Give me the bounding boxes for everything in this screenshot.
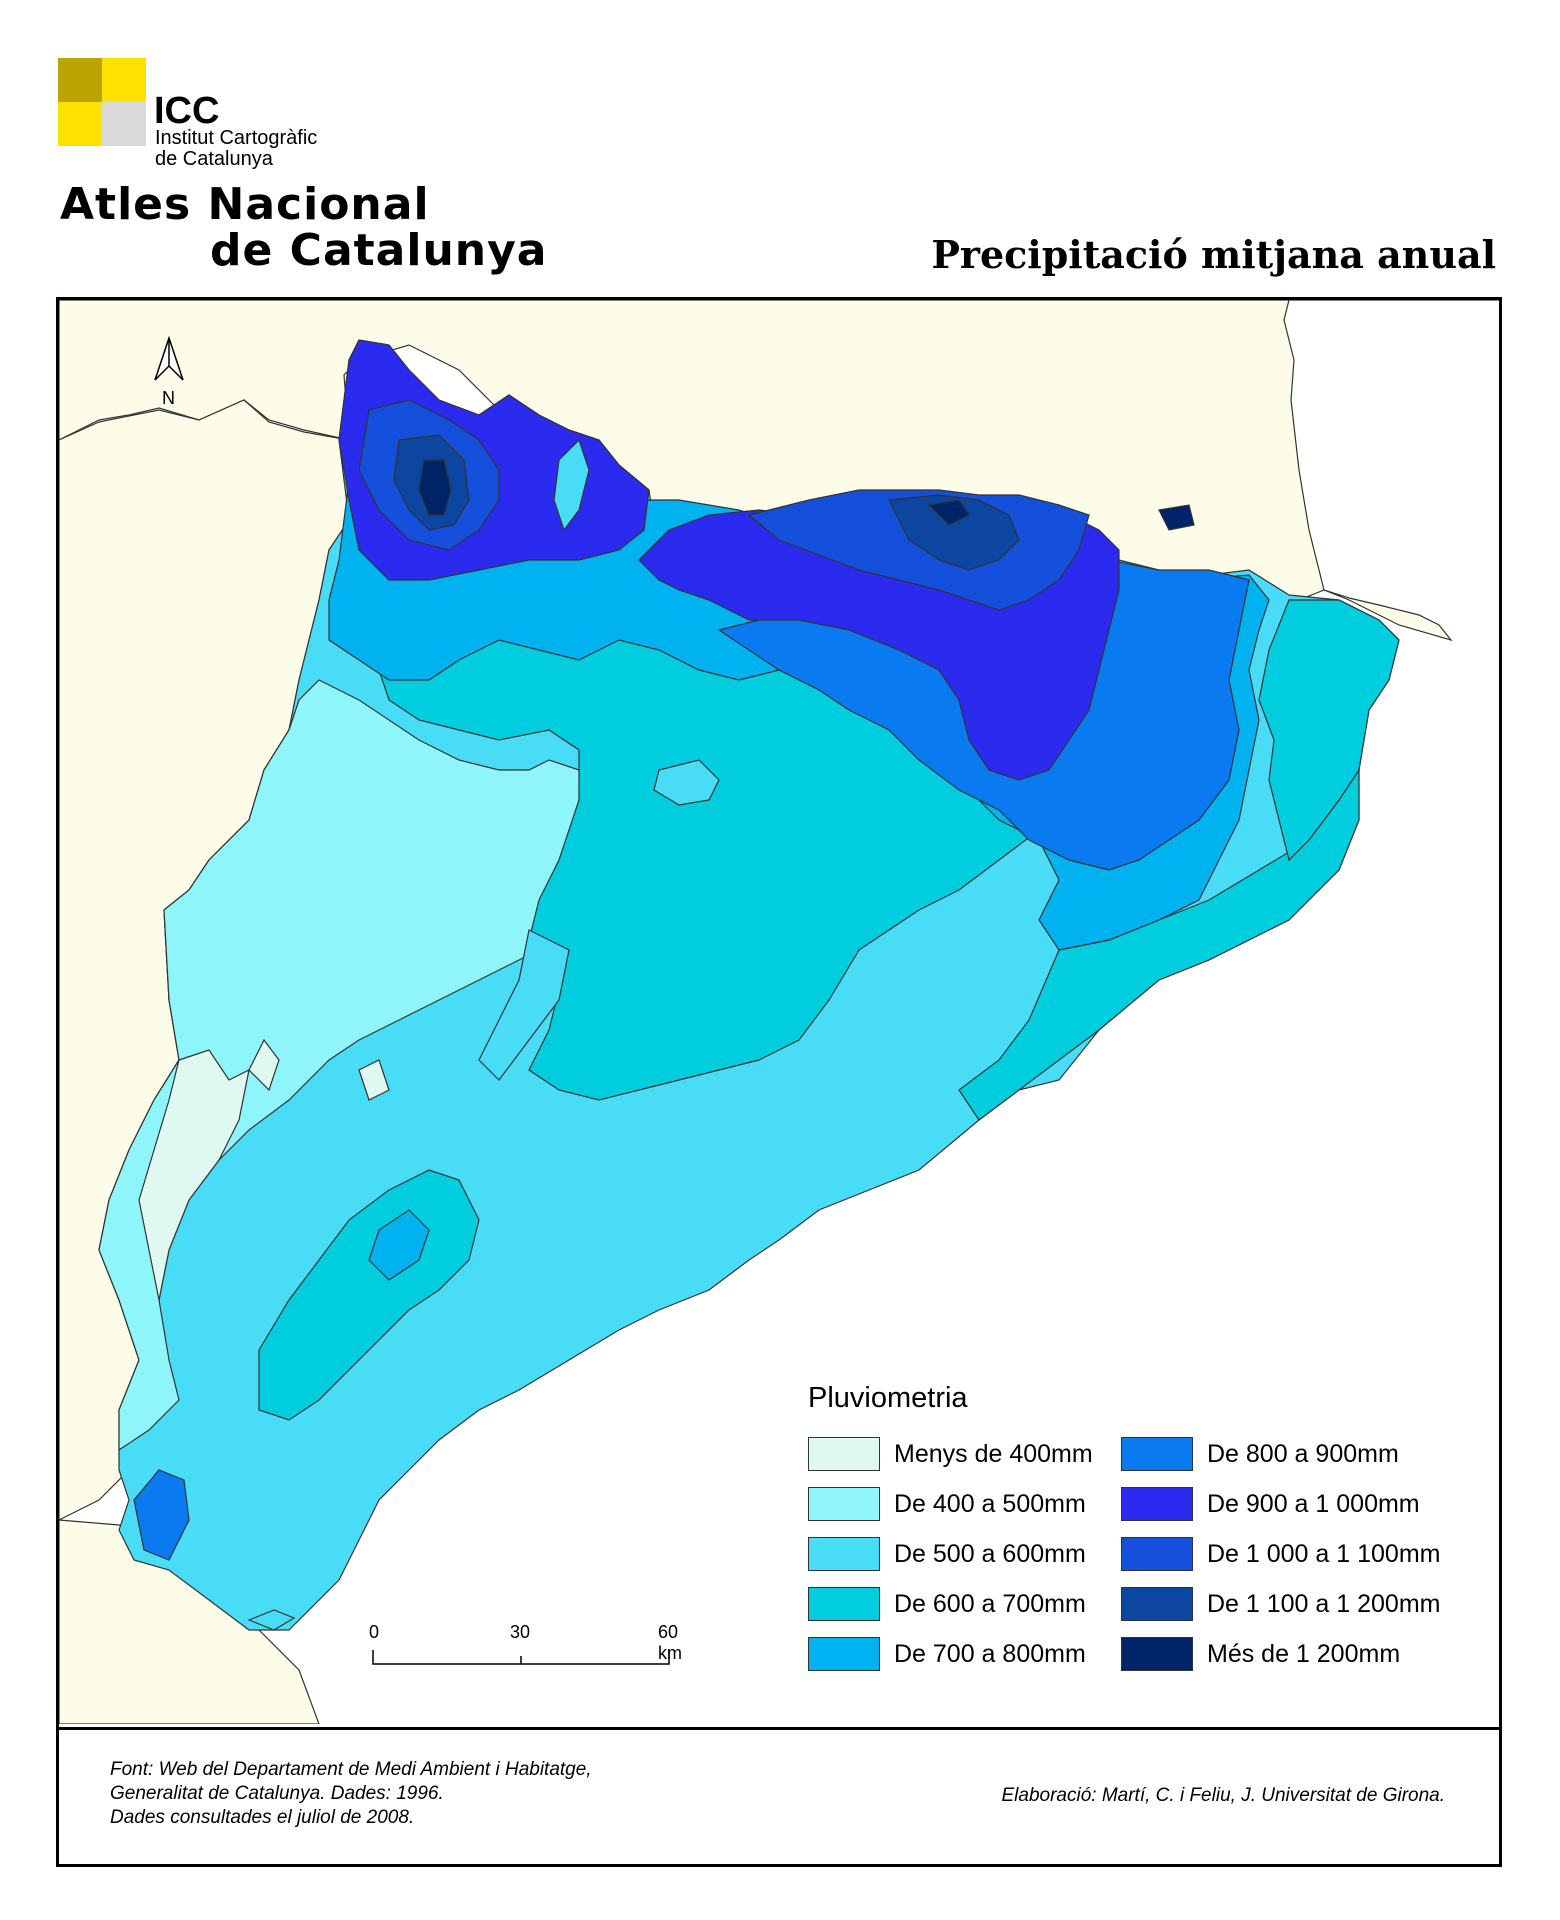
- region-above-1200: [927, 499, 970, 526]
- source-credits: Font: Web del Departament de Medi Ambien…: [110, 1758, 592, 1830]
- region-600-700: [1258, 599, 1400, 862]
- source-line: Generalitat de Catalunya. Dades: 1996.: [110, 1783, 444, 1804]
- atlas-title-line2: de Catalunya: [210, 225, 548, 276]
- region-500-600: [478, 929, 570, 1081]
- legend-swatch: [1121, 1637, 1193, 1671]
- region-above-1200: [1158, 504, 1195, 531]
- legend-swatch: [808, 1437, 880, 1471]
- legend-label: De 1 100 a 1 200mm: [1207, 1589, 1441, 1618]
- atlas-title-line1: Atles Nacional: [60, 179, 430, 230]
- legend-swatch: [808, 1537, 880, 1571]
- author-credits: Elaboració: Martí, C. i Feliu, J. Univer…: [1001, 1785, 1446, 1806]
- institution-name-line2: de Catalunya: [155, 148, 273, 170]
- legend-item: De 900 a 1 000mm: [1121, 1485, 1420, 1523]
- north-label: N: [162, 388, 175, 408]
- legend-swatch: [1121, 1437, 1193, 1471]
- region-above-1200: [418, 459, 452, 516]
- legend-label: De 900 a 1 000mm: [1207, 1489, 1420, 1518]
- icc-logo: [58, 58, 146, 146]
- legend-item: De 400 a 500mm: [808, 1485, 1086, 1523]
- region-800-900: [133, 1469, 190, 1561]
- logo-square: [58, 102, 102, 146]
- legend-item: De 1 100 a 1 200mm: [1121, 1585, 1440, 1623]
- precipitation-map: N: [59, 300, 1499, 1724]
- source-line: Dades consultades el juliol de 2008.: [110, 1807, 415, 1828]
- legend-swatch: [1121, 1587, 1193, 1621]
- institution-abbr: ICC: [154, 90, 220, 132]
- institution-name: Institut Cartogràfic de Catalunya: [155, 128, 317, 170]
- north-arrow: N: [154, 335, 184, 408]
- legend-item: De 700 a 800mm: [808, 1635, 1086, 1673]
- region-600-700: [958, 768, 1360, 1121]
- logo-square: [102, 102, 146, 146]
- legend-label: De 800 a 900mm: [1207, 1439, 1399, 1468]
- region-600-700: [553, 438, 590, 532]
- legend-title: Pluviometria: [808, 1382, 968, 1414]
- region-1100-1200: [888, 494, 1020, 571]
- institution-name-line1: Institut Cartogràfic: [155, 127, 318, 149]
- legend-swatch: [808, 1587, 880, 1621]
- scale-bar-line: [372, 1650, 670, 1665]
- legend-item: De 600 a 700mm: [808, 1585, 1086, 1623]
- legend-item: De 1 000 a 1 100mm: [1121, 1535, 1440, 1573]
- legend-swatch: [1121, 1487, 1193, 1521]
- scale-bar: 0 30 60 km: [369, 1622, 682, 1673]
- source-line: Font: Web del Departament de Medi Ambien…: [110, 1759, 592, 1780]
- region-below-400: [138, 1049, 250, 1301]
- region-below-400: [248, 1038, 280, 1092]
- legend-swatch: [808, 1487, 880, 1521]
- scale-tick-60: 60 km: [658, 1622, 682, 1663]
- legend-label: Més de 1 200mm: [1207, 1639, 1401, 1668]
- legend-item: Més de 1 200mm: [1121, 1635, 1400, 1673]
- legend-label: Menys de 400mm: [894, 1439, 1093, 1468]
- legend-item: De 800 a 900mm: [1121, 1435, 1399, 1473]
- region-700-800: [368, 1209, 430, 1281]
- map-frame: [56, 297, 1502, 1867]
- logo-square: [102, 58, 146, 102]
- frame-divider: [56, 1727, 1502, 1730]
- legend-label: De 500 a 600mm: [894, 1539, 1086, 1568]
- legend-item: De 500 a 600mm: [808, 1535, 1086, 1573]
- region-below-400: [358, 1059, 390, 1101]
- atlas-title: Atles Nacional de Catalunya: [60, 182, 547, 274]
- legend-item: Menys de 400mm: [808, 1435, 1093, 1473]
- logo-square: [58, 58, 102, 102]
- scale-tick-30: 30: [510, 1622, 531, 1642]
- map-title: Precipitació mitjana anual: [931, 232, 1496, 277]
- legend-label: De 1 000 a 1 100mm: [1207, 1539, 1441, 1568]
- legend-swatch: [808, 1637, 880, 1671]
- legend-label: De 600 a 700mm: [894, 1589, 1086, 1618]
- scale-tick-0: 0: [369, 1622, 380, 1642]
- legend-swatch: [1121, 1537, 1193, 1571]
- region-500-600: [653, 759, 720, 806]
- legend-label: De 400 a 500mm: [894, 1489, 1086, 1518]
- coast-island: [247, 1609, 296, 1631]
- legend-label: De 700 a 800mm: [894, 1639, 1086, 1668]
